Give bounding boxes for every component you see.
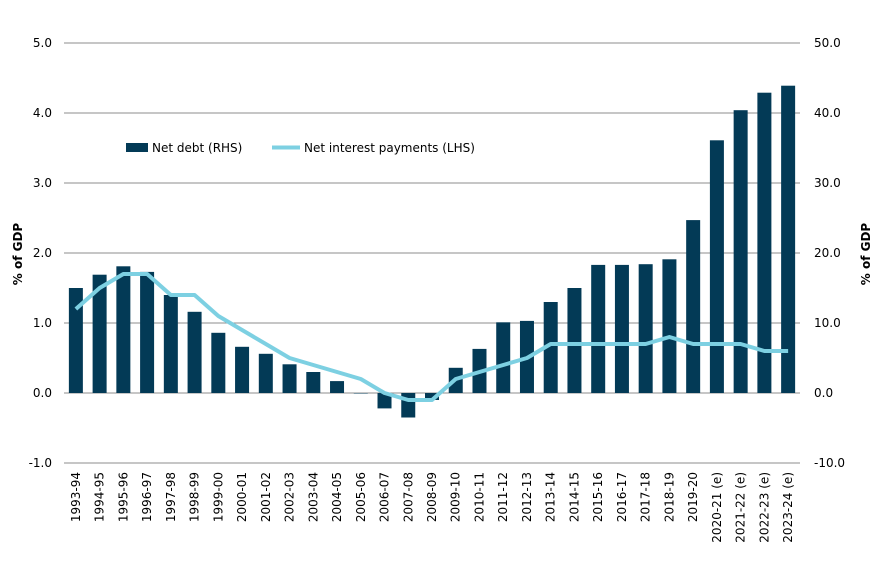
x-tick-label: 2007-08 [401,472,415,522]
legend-label-net-interest: Net interest payments (LHS) [304,141,475,155]
x-tick-label: 2018-19 [662,472,676,522]
right-tick-label: 0.0 [814,386,833,400]
x-tick-label: 2008-09 [425,472,439,522]
x-tick-label: 2022-23 (e) [757,472,771,543]
bar [496,322,511,393]
gridlines [64,42,800,464]
bar [282,364,297,393]
x-tick-label: 1998-99 [188,472,202,522]
left-tick-label: 2.0 [33,246,52,260]
x-tick-label: 2010-11 [472,472,486,522]
x-tick-label: 2009-10 [449,472,463,522]
legend-swatch-net-debt [126,143,148,152]
right-tick-label: 10.0 [814,316,841,330]
x-tick-label: 1994-95 [93,472,107,522]
x-tick-label: 2014-15 [567,472,581,522]
x-tick-label: 1993-94 [69,472,83,522]
left-axis-label: % of GDP [11,223,25,286]
x-tick-label: 2021-22 (e) [734,472,748,543]
x-tick-label: 2013-14 [544,472,558,522]
bar [709,140,724,393]
bar [733,110,748,393]
bar [235,346,250,393]
x-tick-label: 1997-98 [164,472,178,522]
bar [638,264,653,393]
x-tick-label: 1995-96 [116,472,130,522]
x-tick-label: 2016-17 [615,472,629,522]
bar [330,381,345,393]
right-tick-label: 20.0 [814,246,841,260]
right-tick-label: -10.0 [814,456,845,470]
left-tick-label: 3.0 [33,176,52,190]
x-tick-label: 2006-07 [378,472,392,522]
x-tick-label: 2020-21 (e) [710,472,724,543]
left-axis-ticks: -1.0 0.0 1.0 2.0 3.0 4.0 5.0 [29,36,52,470]
bar [425,393,439,400]
left-tick-label: -1.0 [29,456,52,470]
x-tick-label: 2019-20 [686,472,700,522]
bar [306,372,321,393]
x-tick-label: 2011-12 [496,472,510,522]
x-tick-label: 2015-16 [591,472,605,522]
right-axis-ticks: -10.0 0.0 10.0 20.0 30.0 40.0 50.0 [814,36,845,470]
bar [662,259,677,393]
bar [187,311,202,393]
bar [686,220,701,393]
bar [92,274,107,393]
left-tick-label: 0.0 [33,386,52,400]
x-axis-ticks: 1993-94 1994-95 1995-96 1996-97 1997-98 1998-… [69,472,795,543]
bar [757,92,772,393]
legend: Net debt (RHS) Net interest payments (LH… [126,141,475,155]
right-axis-label: % of GDP [859,223,873,286]
x-tick-label: 2004-05 [330,472,344,522]
x-tick-label: 2001-02 [259,472,273,522]
left-tick-label: 1.0 [33,316,52,330]
legend-label-net-debt: Net debt (RHS) [152,141,242,155]
x-tick-label: 2012-13 [520,472,534,522]
x-tick-label: 2003-04 [306,472,320,522]
bar [614,264,629,393]
x-tick-label: 2005-06 [354,472,368,522]
bar [377,393,392,409]
left-tick-label: 5.0 [33,36,52,50]
x-tick-label: 2002-03 [283,472,297,522]
bar [567,288,582,393]
bar [140,271,155,393]
bar [353,393,368,394]
x-tick-label: 1999-00 [211,472,225,522]
line-path [74,272,789,402]
bar [543,302,558,393]
bar [116,266,131,393]
bar [781,85,796,393]
right-tick-label: 40.0 [814,106,841,120]
x-tick-label: 2023-24 (e) [781,472,795,543]
bar [591,264,606,393]
right-tick-label: 50.0 [814,36,841,50]
left-tick-label: 4.0 [33,106,52,120]
x-tick-label: 2017-18 [639,472,653,522]
bar-series-net-debt [68,85,796,418]
bar [68,288,83,393]
x-tick-label: 1996-97 [140,472,154,522]
bar [211,332,226,393]
x-tick-label: 2000-01 [235,472,249,522]
line-series-net-interest [74,272,789,402]
bar [163,295,178,393]
right-tick-label: 30.0 [814,176,841,190]
bar [258,353,273,393]
